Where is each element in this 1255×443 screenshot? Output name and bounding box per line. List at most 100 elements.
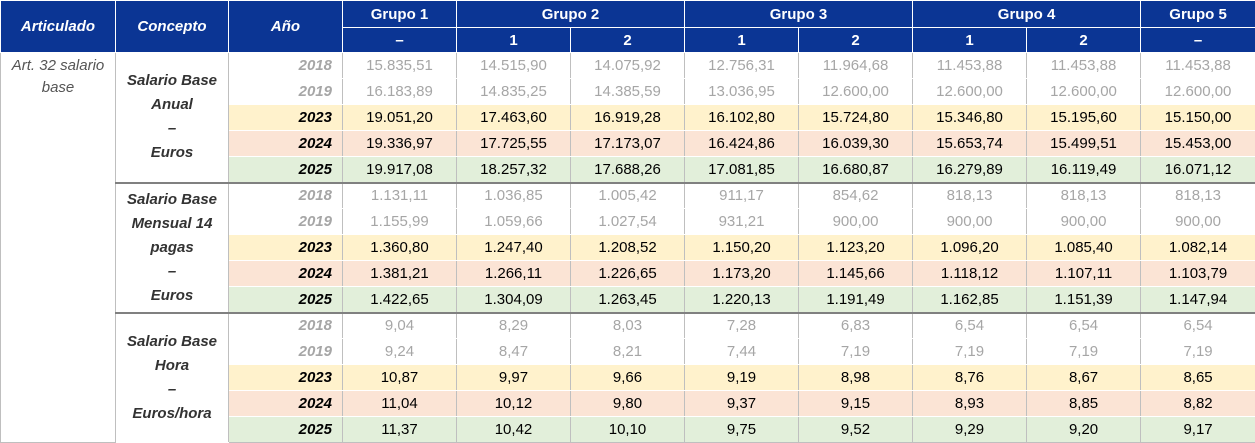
year-cell: 2023: [228, 104, 343, 131]
header-articulado: Articulado: [0, 0, 116, 53]
year-cell: 2023: [228, 364, 343, 391]
concept-line: Mensual 14: [131, 214, 213, 232]
value-cell: 900,00: [912, 208, 1028, 235]
concept-line: Salario Base: [126, 72, 218, 90]
value-cell: 1.085,40: [1026, 234, 1142, 261]
concept-line: pagas: [150, 238, 194, 256]
table-row: Salario Base Hora – Euros/hora 2018 9,04 8,29 8…: [1, 311, 1255, 443]
table-row: 2019 9,24 8,47 8,21 7,44 7,19 7,19 7,19 7,19: [1, 338, 1255, 365]
value-cell: 7,19: [912, 338, 1028, 365]
value-cell: 1.107,11: [1026, 260, 1142, 287]
value-cell: 19.336,97: [342, 130, 457, 157]
value-cell: 16.424,86: [684, 130, 800, 157]
table-row: 2024 19.336,97 17.725,55 17.173,07 16.424,86…: [1, 130, 1255, 157]
header-concepto: Concepto: [115, 0, 229, 53]
value-cell: 6,54: [912, 311, 1028, 339]
value-cell: 15.724,80: [798, 104, 914, 131]
value-cell: 7,28: [684, 311, 800, 339]
value-cell: 9,52: [798, 416, 914, 443]
value-cell: 8,47: [456, 338, 571, 365]
value-cell: 6,54: [1026, 311, 1142, 339]
value-cell: 900,00: [1026, 208, 1142, 235]
subheader-grupo-4-2: 2: [1026, 27, 1142, 53]
value-cell: 15.653,74: [912, 130, 1028, 157]
table-row: 2025 11,37 10,42 10,10 9,75 9,52 9,29 9,20 9,17: [1, 416, 1255, 443]
value-cell: 9,80: [569, 390, 686, 417]
year-cell: 2023: [228, 234, 343, 261]
value-cell: 7,19: [1140, 338, 1255, 365]
value-cell: 11.453,88: [1140, 52, 1255, 79]
value-cell: 8,93: [912, 390, 1028, 417]
value-cell: 1.360,80: [342, 234, 457, 261]
value-cell: 12.600,00: [1026, 78, 1142, 105]
value-cell: 19.051,20: [342, 104, 457, 131]
value-cell: 9,97: [456, 364, 571, 391]
year-cell: 2025: [228, 286, 343, 313]
value-cell: 14.075,92: [569, 52, 686, 79]
value-cell: 17.173,07: [569, 130, 686, 157]
value-cell: 1.191,49: [798, 286, 914, 313]
year-cell: 2024: [228, 130, 343, 157]
value-cell: 16.279,89: [912, 156, 1028, 183]
value-cell: 10,42: [456, 416, 571, 443]
value-cell: 1.096,20: [912, 234, 1028, 261]
value-cell: 15.346,80: [912, 104, 1028, 131]
header-grupo-2: Grupo 2: [455, 0, 686, 28]
value-cell: 8,98: [798, 364, 914, 391]
year-cell: 2018: [228, 311, 343, 339]
table-row: 2023 19.051,20 17.463,60 16.919,28 16.102,80…: [1, 104, 1255, 131]
subheader-grupo-2-1: 1: [456, 27, 571, 53]
subheader-grupo-4-1: 1: [912, 27, 1028, 53]
value-cell: 11,37: [342, 416, 457, 443]
table-row: 2024 11,04 10,12 9,80 9,37 9,15 8,93 8,85 8,82: [1, 390, 1255, 417]
value-cell: 16.919,28: [569, 104, 686, 131]
subheader-grupo-3-1: 1: [684, 27, 800, 53]
value-cell: 8,67: [1026, 364, 1142, 391]
value-cell: 9,66: [569, 364, 686, 391]
value-cell: 1.155,99: [342, 208, 457, 235]
value-cell: 14.385,59: [569, 78, 686, 105]
concept-cell: Salario Base Mensual 14 pagas – Euros: [115, 181, 229, 313]
value-cell: 1.173,20: [684, 260, 800, 287]
subheader-grupo-1: –: [342, 27, 457, 53]
table-row: Art. 32 salario base Salario Base Anual – Eu…: [0, 52, 1255, 443]
value-cell: 9,75: [684, 416, 800, 443]
value-cell: 15.195,60: [1026, 104, 1142, 131]
value-cell: 1.123,20: [798, 234, 914, 261]
value-cell: 900,00: [798, 208, 914, 235]
value-cell: 12.756,31: [684, 52, 800, 79]
value-cell: 10,12: [456, 390, 571, 417]
value-cell: 854,62: [798, 181, 914, 209]
value-cell: 9,04: [342, 311, 457, 339]
value-cell: 9,17: [1140, 416, 1255, 443]
concept-cell: Salario Base Hora – Euros/hora: [115, 311, 229, 443]
value-cell: 1.247,40: [456, 234, 571, 261]
value-cell: 6,83: [798, 311, 914, 339]
year-cell: 2025: [228, 416, 343, 443]
year-cell: 2019: [228, 208, 343, 235]
value-cell: 11.453,88: [1026, 52, 1142, 79]
year-cell: 2025: [228, 156, 343, 183]
value-cell: 7,19: [798, 338, 914, 365]
value-cell: 8,29: [456, 311, 571, 339]
table-row: 2019 1.155,99 1.059,66 1.027,54 931,21 900,00…: [1, 208, 1255, 235]
value-cell: 911,17: [684, 181, 800, 209]
year-cell: 2018: [228, 181, 343, 209]
value-cell: 1.263,45: [569, 286, 686, 313]
concept-line: Anual: [151, 96, 193, 114]
value-cell: 11.453,88: [912, 52, 1028, 79]
concept-line: Salario Base: [126, 190, 218, 208]
concept-line: Euros/hora: [132, 404, 212, 422]
value-cell: 8,76: [912, 364, 1028, 391]
year-cell: 2018: [228, 52, 343, 79]
concept-line: Hora: [154, 356, 190, 374]
subheader-grupo-3-2: 2: [798, 27, 914, 53]
value-cell: 8,03: [569, 311, 686, 339]
value-cell: 1.059,66: [456, 208, 571, 235]
subheader-grupo-5: –: [1140, 27, 1255, 53]
header-grupo-3: Grupo 3: [684, 0, 914, 28]
value-cell: 1.145,66: [798, 260, 914, 287]
articulado-cell: Art. 32 salario base: [0, 52, 116, 443]
value-cell: 16.680,87: [798, 156, 914, 183]
